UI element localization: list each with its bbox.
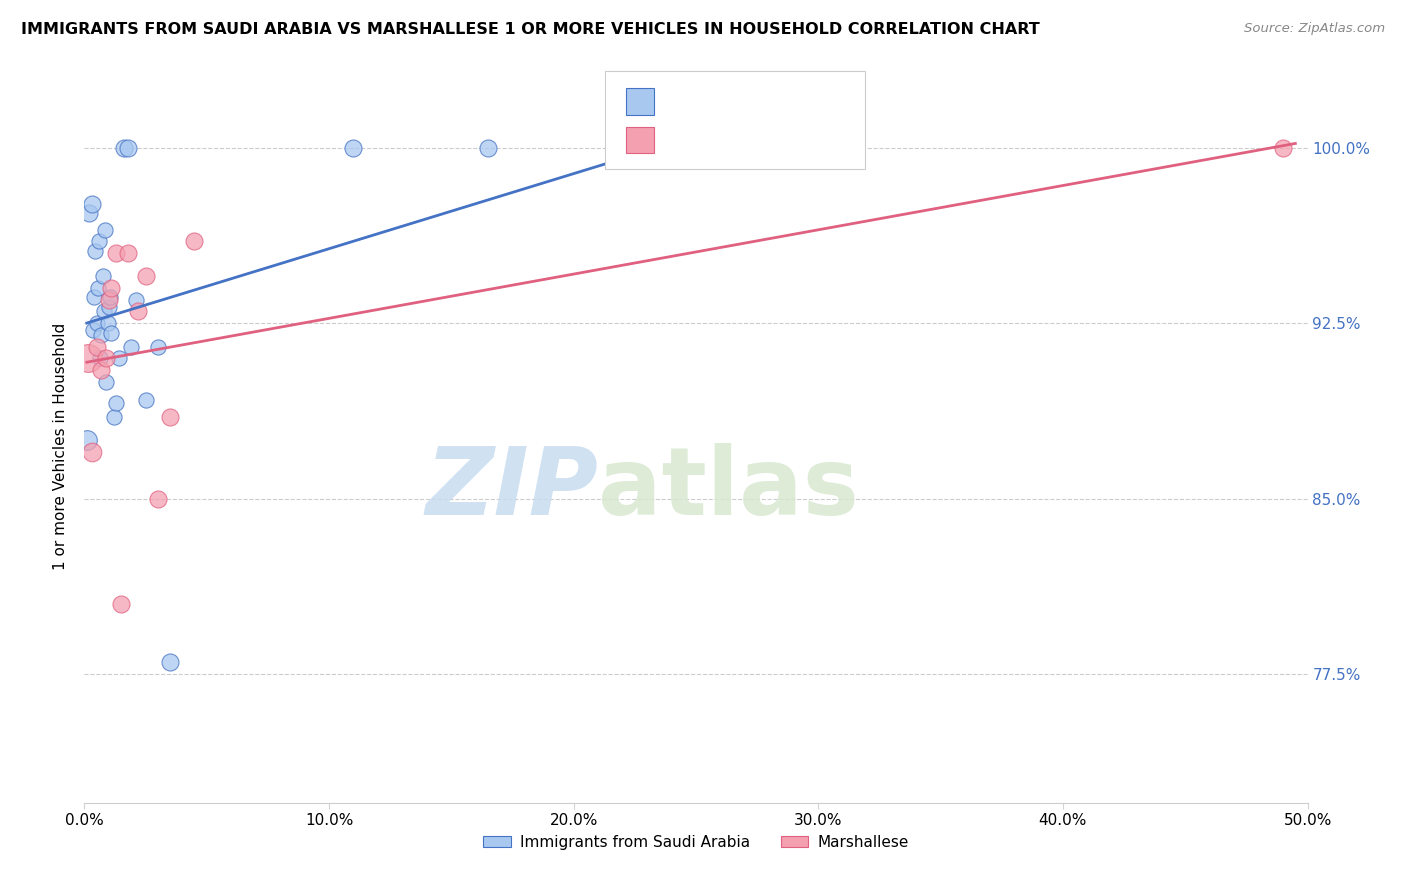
Point — [97, 316, 120, 330]
Point — [120, 340, 142, 354]
Point — [107, 351, 129, 366]
Point — [87, 281, 110, 295]
Point — [76, 433, 98, 447]
Point — [159, 409, 181, 424]
Point — [96, 375, 118, 389]
Point — [100, 326, 122, 340]
Point — [90, 363, 112, 377]
Y-axis label: 1 or more Vehicles in Household: 1 or more Vehicles in Household — [53, 322, 69, 570]
Point — [105, 395, 128, 409]
Point — [91, 269, 114, 284]
Point — [96, 351, 118, 366]
Text: IMMIGRANTS FROM SAUDI ARABIA VS MARSHALLESE 1 OR MORE VEHICLES IN HOUSEHOLD CORR: IMMIGRANTS FROM SAUDI ARABIA VS MARSHALL… — [21, 22, 1040, 37]
Point — [97, 293, 120, 307]
Text: N = 32: N = 32 — [752, 95, 810, 109]
Point — [83, 290, 105, 304]
Point — [103, 409, 125, 424]
Point — [117, 246, 139, 260]
Point — [127, 304, 149, 318]
Point — [100, 281, 122, 295]
Point — [80, 445, 103, 459]
Point — [90, 327, 112, 342]
Point — [82, 323, 104, 337]
Point — [112, 141, 135, 155]
Point — [159, 656, 181, 670]
Point — [135, 393, 157, 408]
Point — [77, 351, 100, 366]
Text: atlas: atlas — [598, 442, 859, 535]
Point — [86, 340, 108, 354]
Point — [146, 491, 169, 506]
Point — [80, 197, 103, 211]
Point — [105, 246, 128, 260]
Point — [125, 293, 148, 307]
Point — [89, 351, 111, 366]
Point — [98, 290, 121, 304]
Point — [146, 340, 169, 354]
Point — [84, 244, 107, 258]
Text: R = 0.348: R = 0.348 — [665, 95, 748, 109]
Text: Source: ZipAtlas.com: Source: ZipAtlas.com — [1244, 22, 1385, 36]
Point — [77, 206, 100, 220]
Point — [87, 234, 110, 248]
Point — [477, 141, 499, 155]
Legend: Immigrants from Saudi Arabia, Marshallese: Immigrants from Saudi Arabia, Marshalles… — [477, 829, 915, 855]
Point — [94, 222, 117, 236]
Point — [117, 141, 139, 155]
Point — [135, 269, 157, 284]
Text: N = 16: N = 16 — [752, 133, 810, 147]
Point — [110, 597, 132, 611]
Point — [86, 316, 108, 330]
Text: R = 0.595: R = 0.595 — [665, 133, 748, 147]
Text: ZIP: ZIP — [425, 442, 598, 535]
Point — [721, 141, 744, 155]
Point — [342, 141, 364, 155]
Point — [1272, 141, 1295, 155]
Point — [97, 300, 120, 314]
Point — [183, 234, 205, 248]
Point — [93, 304, 115, 318]
